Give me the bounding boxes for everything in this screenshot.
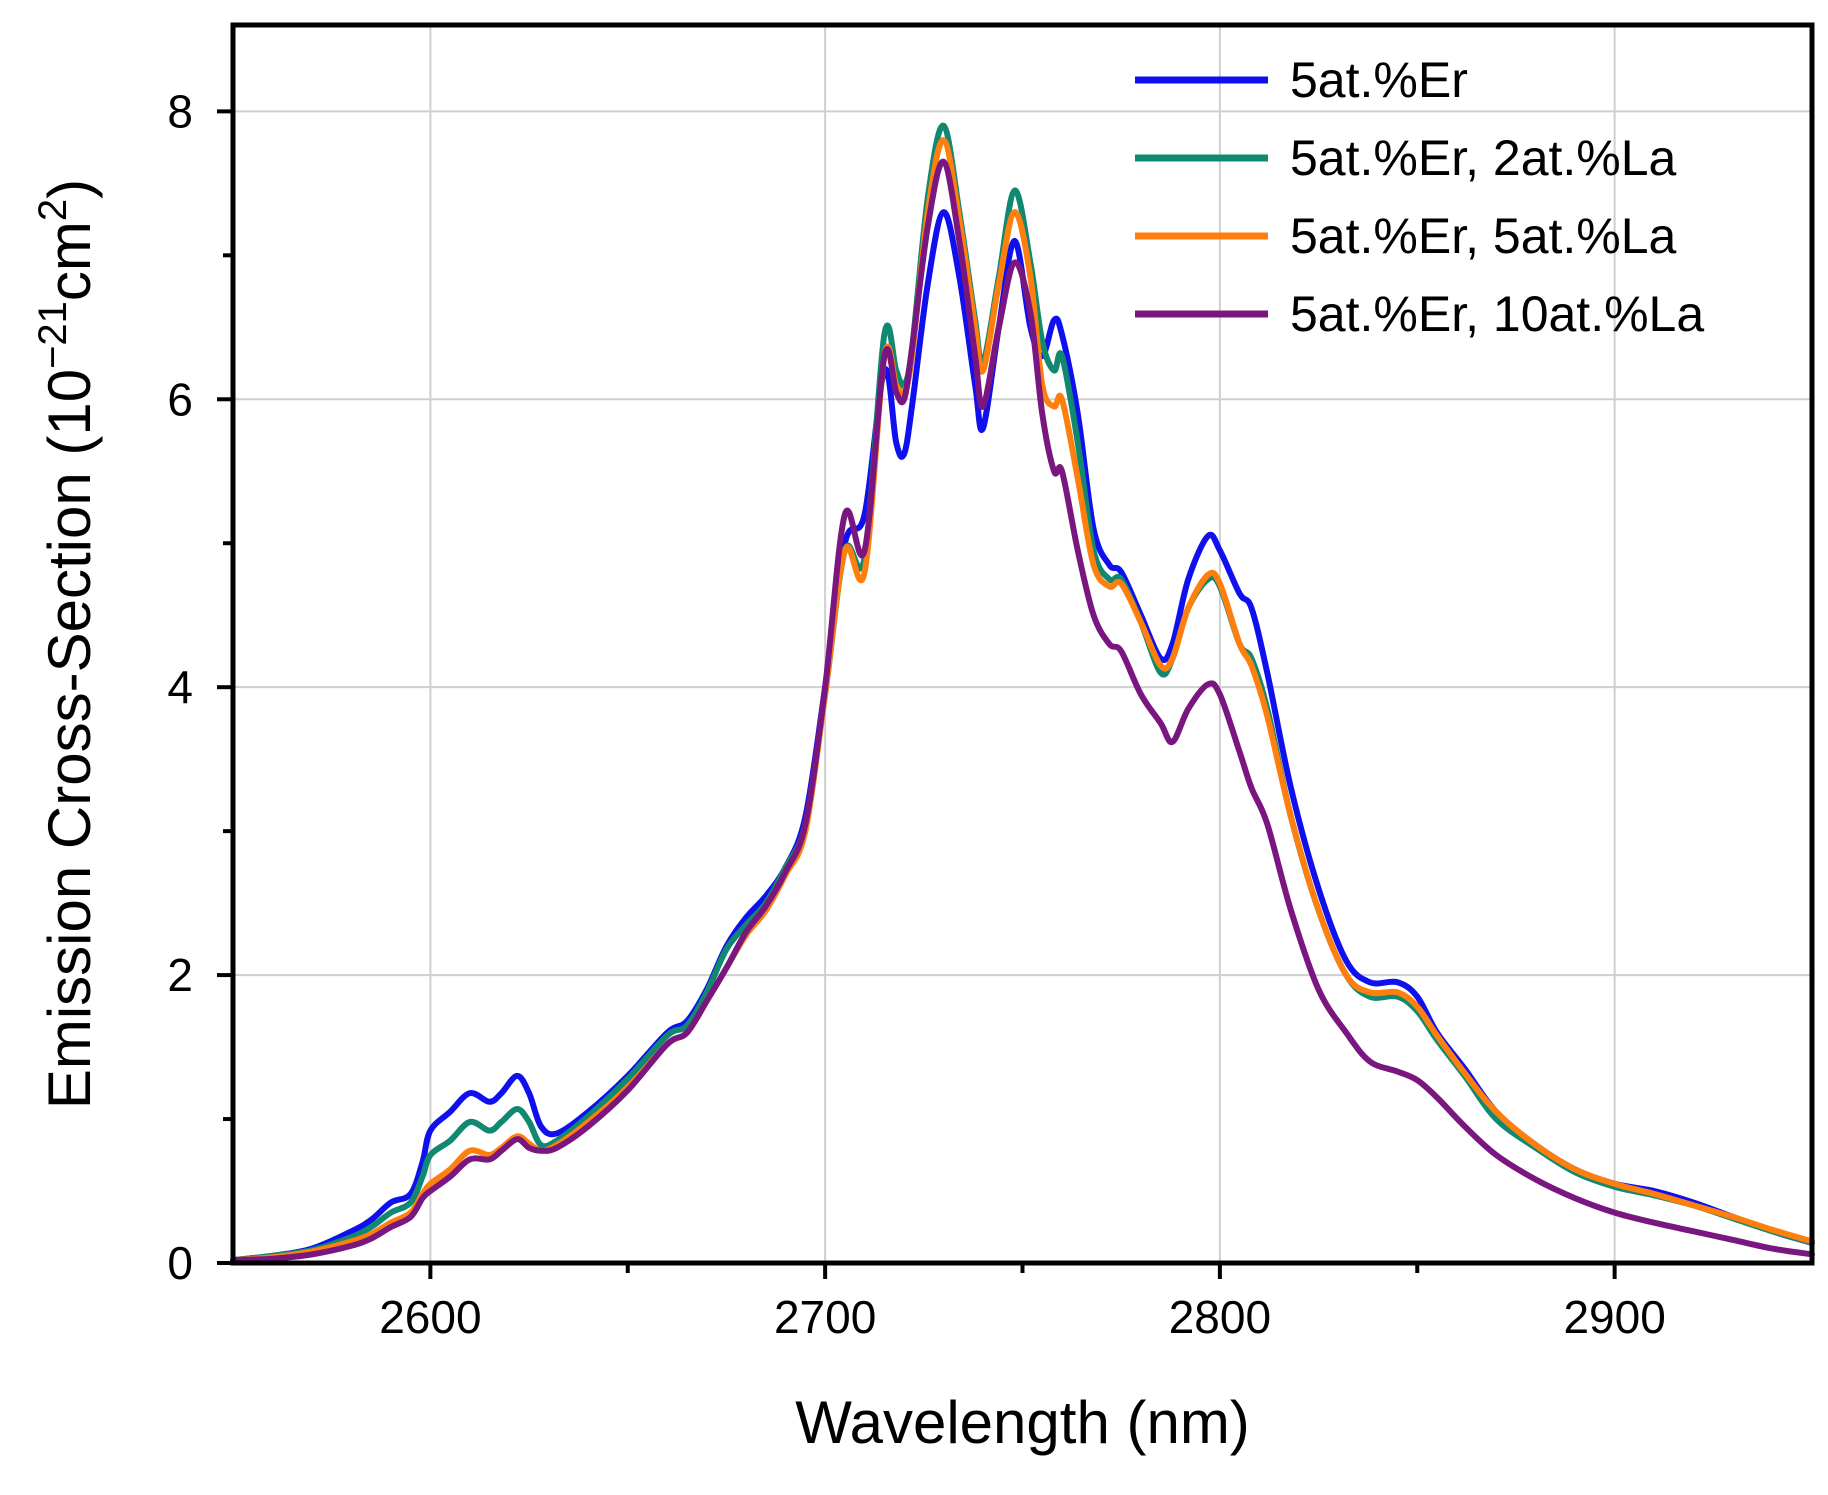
tick-labels: 2600 2700 2800 2900 0 2 4 6 8 (167, 85, 1665, 1343)
y-tick-label: 6 (167, 373, 193, 425)
y-tick-label: 8 (167, 85, 193, 137)
x-tick-label: 2700 (774, 1291, 876, 1343)
y-axis-title-sup1: −21 (31, 301, 75, 369)
legend-item: 5at.%Er, 5at.%La (1135, 208, 1677, 264)
legend-label: 5at.%Er, 2at.%La (1290, 130, 1677, 186)
legend-item: 5at.%Er, 10at.%La (1135, 286, 1704, 342)
series-line-1 (230, 209, 1815, 1264)
y-axis-title-mid: cm (36, 221, 103, 301)
y-axis-title-sup2: 2 (31, 199, 75, 221)
x-tick-label: 2800 (1169, 1291, 1271, 1343)
y-axis-title: Emission Cross-Section (10−21cm2) (31, 179, 103, 1109)
x-axis-title: Wavelength (nm) (795, 1389, 1250, 1456)
legend-label: 5at.%Er, 10at.%La (1290, 286, 1704, 342)
series-layer (230, 122, 1815, 1264)
axis-ticks (217, 109, 1617, 1279)
legend-label: 5at.%Er, 5at.%La (1290, 208, 1677, 264)
grid-lines (233, 25, 1812, 1263)
legend-item: 5at.%Er, 2at.%La (1135, 130, 1677, 186)
x-tick-label: 2900 (1563, 1291, 1665, 1343)
legend-label: 5at.%Er (1290, 52, 1468, 108)
y-tick-label: 2 (167, 949, 193, 1001)
y-axis-title-main: Emission Cross-Section (10 (36, 369, 103, 1109)
y-tick-label: 0 (167, 1237, 193, 1289)
x-tick-label: 2600 (379, 1291, 481, 1343)
legend: 5at.%Er 5at.%Er, 2at.%La 5at.%Er, 5at.%La 5… (1135, 52, 1704, 342)
y-tick-label: 4 (167, 661, 193, 713)
y-axis-title-end: ) (36, 179, 103, 199)
legend-item: 5at.%Er (1135, 52, 1468, 108)
series-line-4 (230, 158, 1815, 1264)
